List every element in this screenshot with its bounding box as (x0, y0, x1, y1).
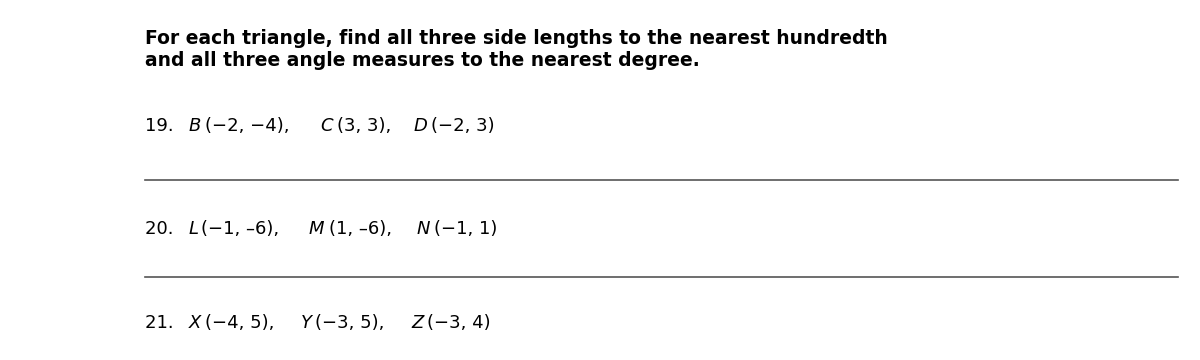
Text: B: B (188, 117, 202, 135)
Text: For each triangle, find all three side lengths to the nearest hundredth
and all : For each triangle, find all three side l… (145, 29, 888, 70)
Text: Y: Y (301, 314, 312, 332)
Text: (3, 3),: (3, 3), (336, 117, 396, 135)
Text: (−3, 4): (−3, 4) (427, 314, 491, 332)
Text: L: L (188, 220, 199, 238)
Text: (−2, 3): (−2, 3) (431, 117, 494, 135)
Text: (−1, 1): (−1, 1) (434, 220, 498, 238)
Text: (−2, −4),: (−2, −4), (205, 117, 295, 135)
Text: M: M (308, 220, 324, 238)
Text: N: N (416, 220, 431, 238)
Text: 19.: 19. (145, 117, 179, 135)
Text: X: X (188, 314, 202, 332)
Text: 20.: 20. (145, 220, 179, 238)
Text: Z: Z (412, 314, 424, 332)
Text: (−1, –6),: (−1, –6), (202, 220, 286, 238)
Text: (1, –6),: (1, –6), (329, 220, 397, 238)
Text: (−4, 5),: (−4, 5), (205, 314, 280, 332)
Text: (−3, 5),: (−3, 5), (316, 314, 390, 332)
Text: 21.: 21. (145, 314, 179, 332)
Text: C: C (320, 117, 332, 135)
Text: D: D (413, 117, 427, 135)
